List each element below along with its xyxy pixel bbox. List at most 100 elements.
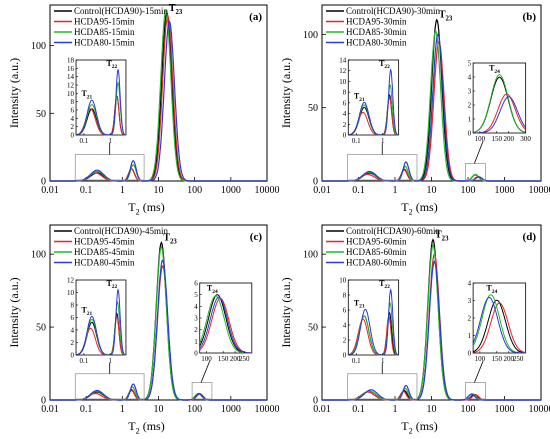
x-axis-label: T2 (ms) [128, 419, 164, 436]
inset-x-tick-label: 1 [108, 137, 112, 145]
inset-series-line-hcda95 [472, 302, 526, 353]
legend: Control(HCDA90)-30minHCDA95-30minHCDA85-… [326, 6, 440, 48]
y-tick-label: 0 [41, 177, 46, 188]
inset-y-tick-label: 0 [71, 352, 75, 360]
y-tick-label: 100 [303, 30, 318, 41]
zoom-arrow [474, 360, 484, 383]
inset-peak-label: T22 [106, 59, 117, 70]
inset-x-tick-label: 0.1 [352, 357, 361, 365]
x-tick-label: 10000 [529, 404, 550, 415]
inset-series-line-hcda80 [473, 96, 527, 134]
inset-y-tick-label: 6 [71, 314, 75, 322]
y-tick-label: 50 [308, 323, 318, 334]
x-tick-label: 10 [154, 404, 164, 415]
x-axis-label: T2 (ms) [401, 419, 437, 436]
zoom-box [465, 162, 486, 181]
inset-y-tick-label: 1 [468, 332, 472, 340]
panel-label: (a) [249, 11, 262, 23]
inset-y-tick-label: 8 [71, 98, 75, 106]
inset-y-tick-label: 1 [468, 116, 472, 124]
inset-y-tick-label: 0 [343, 132, 347, 140]
panel-label: (d) [523, 231, 537, 243]
inset-y-tick-label: 10 [67, 90, 75, 98]
x-tick-label: 100 [187, 185, 202, 196]
x-tick-label: 10000 [529, 185, 550, 196]
inset-x-tick-label: 200 [504, 355, 515, 363]
legend-entry: HCDA85-45min [74, 247, 135, 257]
inset-y-tick-label: 3 [194, 315, 198, 323]
zoom-box [191, 382, 213, 400]
x-tick-label: 100 [461, 185, 476, 196]
inset-t21-t22: 0 2 4 6 8 10 12 0.1 1 T21 T22 [67, 277, 127, 365]
inset-t21-t22: 0 2 4 6 8 10 0.1 1 T21 T22 [339, 277, 400, 365]
inset-y-tick-label: 10 [339, 78, 347, 86]
x-tick-label: 1000 [495, 404, 515, 415]
x-tick-label: 0.01 [41, 404, 59, 415]
legend: Control(HCDA90)-60minHCDA95-60minHCDA85-… [326, 226, 440, 268]
inset-y-tick-label: 10 [67, 289, 75, 297]
inset-y-tick-label: 8 [343, 292, 347, 300]
legend-entry: Control(HCDA90)-30min [346, 6, 440, 16]
x-tick-label: 10 [154, 185, 164, 196]
y-axis-label: Intensity (a.u.) [7, 277, 21, 347]
inset-x-tick-label: 100 [475, 355, 486, 363]
zoom-box [465, 382, 486, 400]
series-line-hcda80 [50, 259, 267, 401]
y-tick-label: 50 [36, 109, 46, 120]
inset-y-tick-label: 4 [343, 110, 347, 118]
inset-x-tick-label: 150 [492, 135, 503, 143]
y-tick-label: 0 [313, 396, 318, 407]
inset-series-line-hcda85 [199, 295, 252, 354]
inset-series-line-hcda85 [473, 74, 526, 133]
inset-peak-label: T21 [354, 91, 365, 102]
legend: Control(HCDA90)-15minHCDA95-15minHCDA85-… [54, 6, 168, 48]
inset-y-tick-label: 10 [339, 277, 347, 285]
legend-entry: HCDA95-45min [74, 237, 135, 247]
inset-series-line-hcda80 [348, 288, 399, 356]
inset-y-tick-label: 0 [71, 132, 75, 140]
legend-entry: HCDA85-30min [346, 27, 407, 37]
inset-x-tick-label: 100 [475, 135, 486, 143]
inset-series-line-hcda80 [348, 68, 399, 136]
inset-y-tick-label: 14 [339, 57, 347, 65]
inset-x-tick-label: 0.1 [80, 137, 89, 145]
legend: Control(HCDA90)-45minHCDA95-45minHCDA85-… [54, 226, 168, 268]
legend-entry: HCDA95-60min [346, 237, 407, 247]
zoom-box [74, 154, 145, 181]
inset-series-line-hcda80 [75, 288, 126, 356]
inset-y-tick-label: 8 [71, 302, 75, 310]
inset-series-line-hcda80 [199, 296, 252, 354]
inset-y-tick-label: 3 [468, 88, 472, 96]
inset-t21-t22: 0 2 4 6 8 10 12 14 0.1 1 T21 T22 [339, 57, 400, 145]
legend-entry: HCDA95-30min [346, 17, 407, 27]
legend-entry: HCDA85-60min [346, 247, 407, 257]
series-line-hcda80 [322, 260, 541, 401]
peak-label-t23: T23 [439, 10, 453, 23]
x-tick-label: 1 [120, 404, 125, 415]
inset-x-tick-label: 0.1 [352, 137, 361, 145]
inset-peak-label: T22 [379, 279, 390, 290]
inset-y-tick-label: 5 [468, 60, 472, 68]
inset-y-tick-label: 4 [71, 327, 75, 335]
y-tick-label: 100 [31, 41, 46, 52]
inset-y-tick-label: 0 [468, 350, 472, 358]
inset-y-tick-label: 2 [343, 121, 347, 129]
y-axis-label: Intensity (a.u.) [279, 277, 293, 347]
series-line-hcda80 [50, 19, 267, 182]
inset-peak-label: T21 [354, 298, 365, 309]
peak-label-t23: T23 [169, 3, 183, 16]
inset-y-tick-label: 4 [71, 115, 75, 123]
inset-y-tick-label: 2 [468, 315, 472, 323]
inset-y-tick-label: 4 [468, 280, 472, 288]
x-tick-label: 1 [393, 404, 398, 415]
inset-y-tick-label: 2 [71, 339, 75, 347]
x-tick-label: 1 [120, 185, 125, 196]
y-axis-label: Intensity (a.u.) [279, 58, 293, 128]
inset-x-tick-label: 150 [492, 355, 503, 363]
inset-y-tick-label: 6 [343, 307, 347, 315]
